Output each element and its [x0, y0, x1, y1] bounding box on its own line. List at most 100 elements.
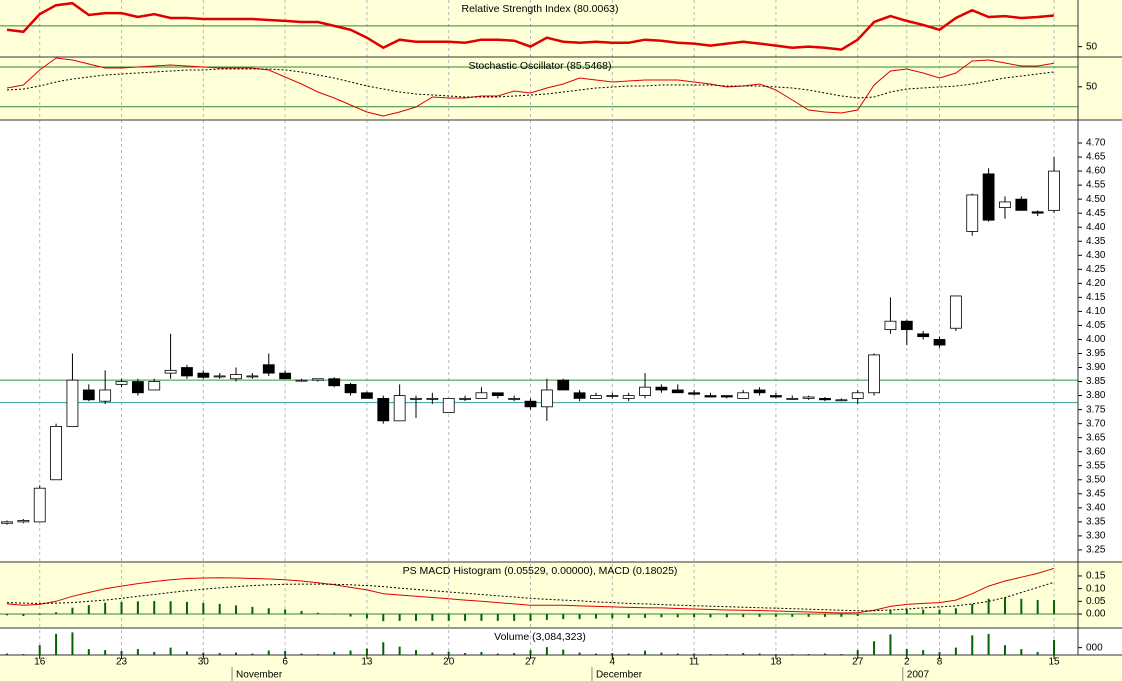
candle-body [181, 367, 193, 377]
candle-body [491, 392, 504, 396]
candle-body [115, 381, 128, 385]
candle-body [426, 397, 439, 400]
candle-body [622, 395, 635, 399]
candle-body [279, 372, 292, 380]
candle-body [786, 397, 799, 400]
volume-bar [1020, 649, 1023, 655]
candle-body [655, 386, 668, 391]
volume-bar [971, 635, 974, 655]
candle-body [590, 395, 602, 399]
y-tick-label: 4.00 [1086, 334, 1106, 345]
volume-bar [464, 653, 467, 655]
volume-bar [627, 653, 630, 655]
panel-title: Volume (3,084,323) [494, 631, 586, 643]
panel-title: Stochastic Oscillator (85.5468) [469, 60, 612, 72]
volume-bar [1036, 652, 1039, 655]
volume-bar [676, 653, 679, 655]
x-tick-label: 13 [361, 657, 373, 668]
volume-bar [529, 650, 532, 655]
candle-body [66, 379, 79, 427]
candle-body [1048, 170, 1060, 211]
y-tick-label: 4.45 [1086, 208, 1106, 219]
volume-bar [480, 652, 483, 655]
candle-body [982, 173, 995, 221]
volume-bar [218, 653, 221, 655]
series-line [6, 581, 1055, 612]
candle-body [1031, 211, 1044, 214]
volume-bar [169, 647, 172, 655]
volume-bar [545, 647, 548, 655]
candle-body [1, 521, 13, 524]
y-tick-label: 4.60 [1086, 166, 1106, 177]
y-tick-label: 4.70 [1086, 138, 1106, 149]
volume-bar [300, 653, 303, 655]
y-tick-label: 4.10 [1086, 306, 1106, 317]
volume-bar [1003, 645, 1006, 655]
volume-bar [251, 653, 254, 655]
y-tick-label: 4.50 [1086, 194, 1106, 205]
volume-bar [496, 653, 499, 655]
candle-body [82, 389, 95, 401]
volume-bar [758, 653, 761, 655]
volume-bar [954, 647, 957, 655]
candle-body [17, 520, 30, 523]
candle-body [688, 392, 701, 395]
candle-body [557, 379, 570, 391]
candle-body [540, 389, 553, 408]
candle-body [949, 295, 962, 329]
x-tick-label: 18 [770, 657, 782, 668]
x-tick-label: 27 [852, 657, 864, 668]
y-tick-label: 3.45 [1086, 488, 1106, 499]
panel-background [0, 562, 1122, 628]
volume-bar [55, 633, 58, 655]
volume-bar [71, 632, 74, 655]
series-line [6, 1, 1055, 51]
candle-body [328, 378, 341, 387]
x-tick-label: 6 [282, 657, 288, 668]
candle-body [148, 381, 161, 391]
candle-body [524, 400, 537, 408]
y-tick-label: 3.85 [1086, 376, 1106, 387]
y-tick-label: 3.25 [1086, 545, 1106, 556]
candle-body [671, 389, 684, 394]
volume-bar [185, 651, 188, 655]
candle-body [344, 383, 357, 394]
month-label: November [236, 670, 283, 681]
candle-body [99, 389, 112, 402]
y-tick-label: 4.35 [1086, 236, 1106, 247]
y-tick-label: 50 [1086, 41, 1098, 52]
panel-title: PS MACD Histogram (0.05529, 0.00000), MA… [403, 565, 678, 577]
volume-bar [284, 651, 287, 655]
candle-body [737, 392, 750, 399]
x-tick-label: 2 [904, 657, 910, 668]
candle-body [900, 320, 913, 331]
panel-title: Relative Strength Index (80.0063) [461, 3, 618, 15]
candle-body [197, 372, 210, 378]
volume-bar [562, 649, 565, 655]
candle-body [868, 354, 880, 394]
volume-bar [742, 653, 745, 655]
volume-bar [513, 653, 516, 655]
candle-body [459, 397, 471, 400]
candle-body [819, 397, 831, 401]
x-tick-label: 11 [689, 657, 700, 668]
volume-bar [382, 642, 385, 655]
candle-body [753, 389, 766, 394]
candle-body [966, 194, 979, 232]
volume-bar [104, 650, 107, 655]
candle-body [131, 381, 144, 394]
series-line [6, 567, 1055, 614]
volume-bar [447, 651, 450, 655]
y-tick-label: 4.05 [1086, 320, 1106, 331]
volume-bar [349, 650, 352, 655]
candle-body [720, 395, 733, 398]
y-tick-label: 3.70 [1086, 418, 1106, 429]
volume-bar [922, 650, 925, 655]
y-tick-label: 3.60 [1086, 446, 1106, 457]
volume-bar [824, 653, 826, 655]
volume-bar [644, 650, 647, 655]
candle-body [802, 396, 815, 399]
volume-bar [693, 653, 696, 655]
panel-background [0, 57, 1122, 120]
